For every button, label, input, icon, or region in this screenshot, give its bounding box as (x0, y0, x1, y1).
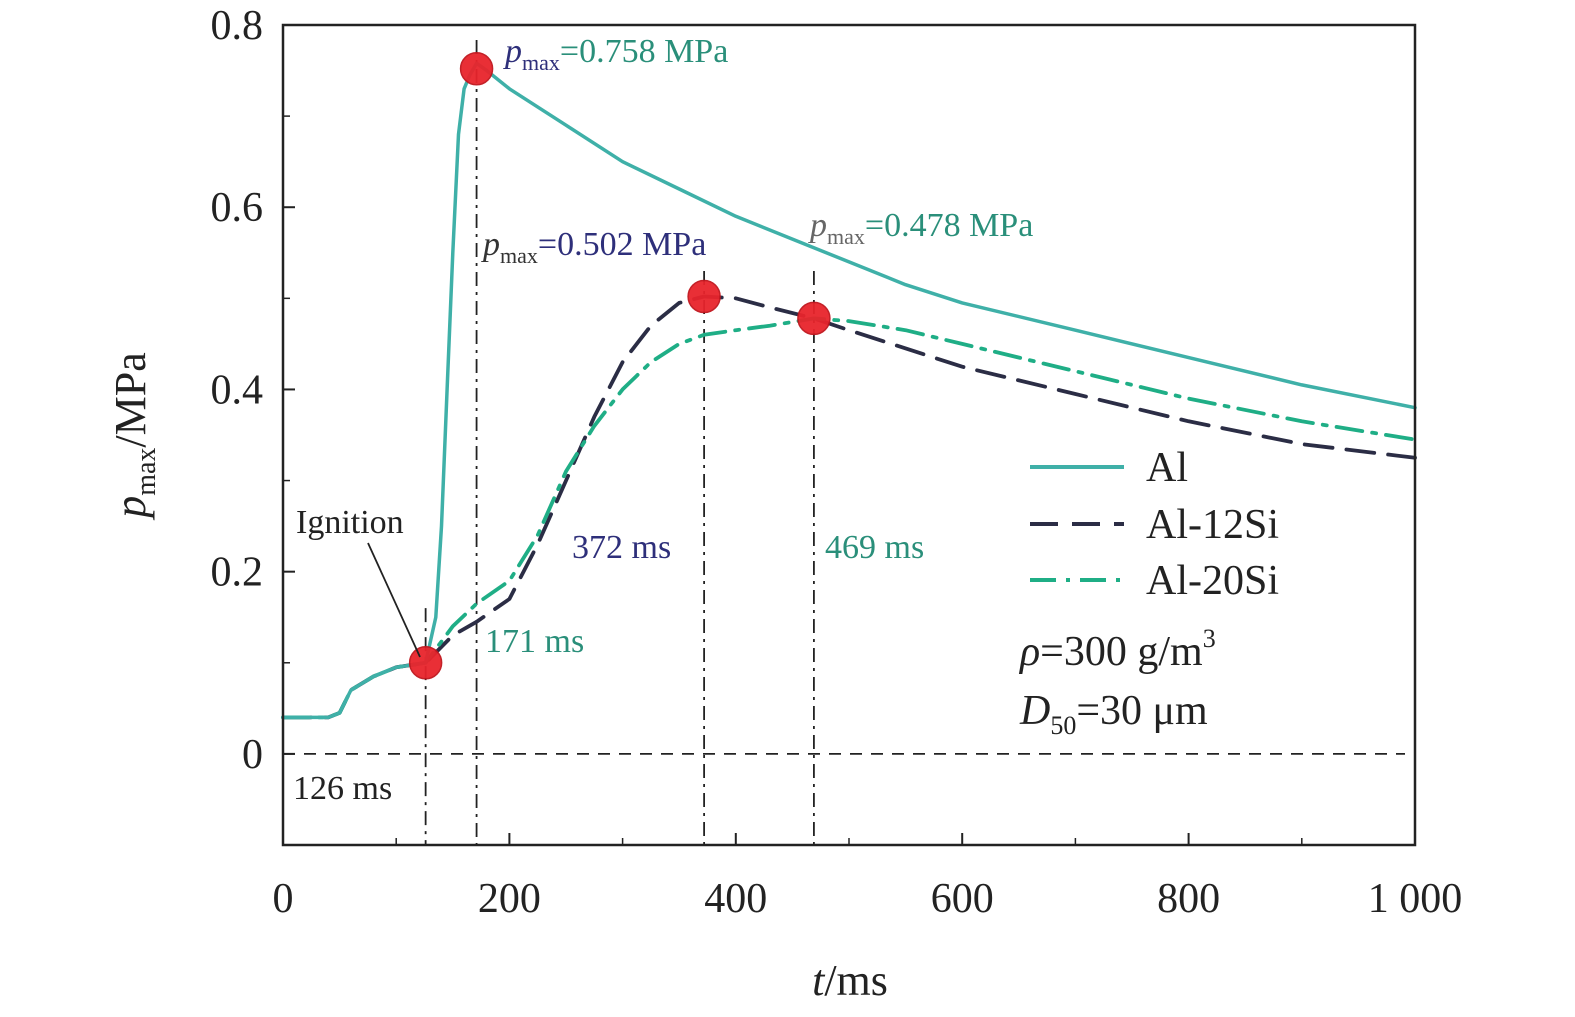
y-tick-label: 0.4 (211, 367, 264, 413)
legend: Al Al-12Si Al-20Si (1030, 445, 1279, 604)
y-axis-title-symbol: p (106, 496, 155, 521)
peak-marker-2 (687, 279, 721, 314)
peak-label-al-sub: max (522, 50, 560, 75)
ignition-leader-line (367, 542, 421, 658)
y-tick-label: 0.8 (211, 3, 264, 49)
peak-label-al12si-p: p (481, 226, 500, 263)
condition-particle-size-symbol: D (1019, 688, 1050, 734)
peak-label-al12si-sub: max (500, 243, 538, 268)
y-tick-label: 0.6 (211, 185, 264, 231)
markers-layer (408, 51, 831, 680)
peak-label-al12si: pmax=0.502 MPa (481, 226, 706, 268)
ignition-label: Ignition (296, 504, 404, 541)
condition-density-sup: 3 (1203, 624, 1216, 653)
y-axis-title-sub: max (131, 448, 162, 496)
legend-label-al: Al (1146, 445, 1188, 491)
x-axis-title-unit: /ms (824, 956, 888, 1005)
condition-particle-size-sub: 50 (1050, 711, 1076, 740)
condition-particle-size: D50=30 μm (1019, 688, 1208, 740)
x-tick-label: 0 (273, 876, 294, 922)
peak-label-al-p: p (503, 33, 522, 70)
x-tick-label: 600 (931, 876, 994, 922)
condition-density-value: =300 g/m (1040, 629, 1203, 675)
y-axis-title-unit: /MPa (106, 352, 155, 447)
x-tick-label: 400 (704, 876, 767, 922)
x-tick-label: 800 (1157, 876, 1220, 922)
y-axis-title: pmax/MPa (106, 352, 162, 521)
peak-label-al20si-value: =0.478 MPa (865, 207, 1033, 244)
x-tick-label: 1 000 (1368, 876, 1463, 922)
x-axis-title-symbol: t (812, 956, 826, 1005)
peak-label-al20si-sub: max (827, 224, 865, 249)
axes: 0 200 400 600 800 1 000 0 0.2 0.4 0.6 0.8 (211, 3, 1463, 922)
peak-marker-3 (797, 301, 831, 336)
condition-density-symbol: ρ (1018, 629, 1040, 675)
legend-label-al20si: Al-20Si (1146, 558, 1279, 604)
time-label-469: 469 ms (825, 529, 924, 566)
peak-marker-1 (459, 51, 494, 86)
x-tick-label: 200 (478, 876, 541, 922)
y-tick-label: 0.2 (211, 550, 264, 596)
time-label-171: 171 ms (485, 623, 584, 660)
time-label-372: 372 ms (572, 529, 671, 566)
plot-frame (281, 23, 1417, 847)
peak-label-al20si: pmax=0.478 MPa (808, 207, 1033, 249)
peak-marker-0 (408, 646, 443, 680)
peak-label-al20si-p: p (808, 207, 827, 244)
legend-label-al12si: Al-12Si (1146, 502, 1279, 548)
series-line-al (281, 61, 1417, 720)
condition-density: ρ=300 g/m3 (1018, 624, 1216, 675)
series-layer (281, 61, 1417, 720)
condition-particle-size-value: =30 μm (1076, 688, 1208, 734)
x-axis-title: t/ms (812, 956, 888, 1005)
time-label-126: 126 ms (293, 770, 392, 807)
y-tick-label: 0 (242, 732, 263, 778)
peak-label-al12si-value: =0.502 MPa (538, 226, 706, 263)
reference-lines (283, 40, 1405, 845)
peak-label-al-value: =0.758 MPa (560, 33, 728, 70)
peak-label-al: pmax=0.758 MPa (503, 33, 728, 75)
